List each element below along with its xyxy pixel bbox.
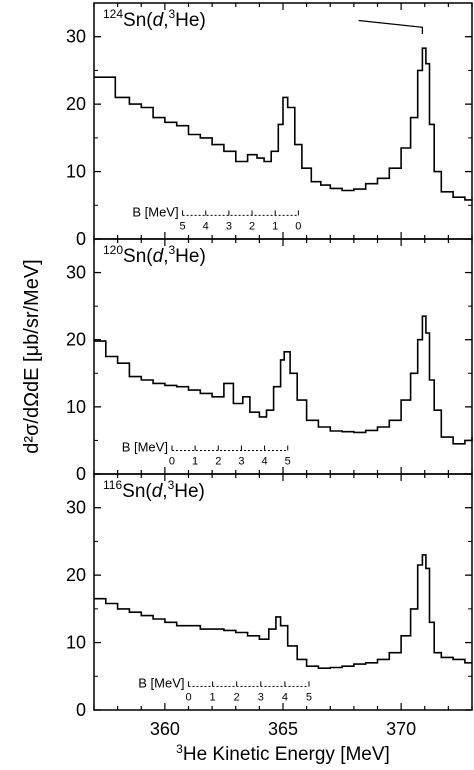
label-target: Sn( [123,246,153,267]
binding-energy-scale: 0 1 2 3 4 5 B [MeV] [122,440,291,468]
label-separator: , [163,10,168,31]
panel-label: 116Sn(d,3He) [103,478,205,502]
y-axis-label: d²σ/dΩdE [μb/sr/MeV] [21,259,43,453]
scale-tick-label: 1 [210,691,216,703]
y-tick-label: 20 [66,330,86,350]
spectrum-histogram [94,47,473,201]
scale-tick-label: 3 [258,691,264,703]
binding-energy-scale: 0 1 2 3 4 5 B [MeV] [138,675,312,703]
label-projectile: d [153,10,165,31]
y-tick-label: 10 [66,162,86,182]
y-tick-label: 10 [66,397,86,417]
scale-tick-label: 4 [203,220,209,232]
y-tick-label: 0 [76,229,86,249]
y-tick-label: 20 [66,565,86,585]
scale-tick-label: 4 [262,456,268,468]
scale-label: B [MeV] [138,675,184,690]
label-mass-number: 116 [103,478,122,492]
label-ejectile: He) [175,246,206,267]
x-axis-label: 3He Kinetic Energy [MeV] [176,742,390,765]
x-tick-label: 360 [150,719,180,739]
peak-bracket [358,19,424,35]
scale-label: B [MeV] [122,440,168,455]
x-label-text: He Kinetic Energy [MeV] [183,744,390,765]
label-ejectile: He) [174,481,205,502]
label-mass-number: 120 [103,243,123,257]
panel-label: 124Sn(d,3He) [103,7,206,31]
scale-tick-label: 3 [226,220,232,232]
label-projectile: d [152,481,164,502]
label-separator: , [162,481,167,502]
scale-tick-label: 1 [272,220,278,232]
scale-tick-label: 5 [285,456,291,468]
label-mass-number: 124 [103,7,123,21]
scale-label: B [MeV] [132,204,178,219]
y-tick-label: 30 [66,498,86,518]
binding-energy-scale: 0 1 2 3 4 5B [MeV] [132,204,301,232]
x-label-sup: 3 [176,742,183,756]
label-ejectile-mass: 3 [168,478,175,492]
scale-tick-label: 0 [295,220,301,232]
scale-tick-label: 2 [249,220,255,232]
x-tick-label: 370 [386,719,416,739]
scale-tick-label: 2 [215,456,221,468]
y-tick-label: 10 [66,633,86,653]
y-tick-label: 0 [76,464,86,484]
label-target: Sn( [122,481,152,502]
y-tick-label: 0 [76,700,86,720]
y-tick-label: 20 [66,94,86,114]
scale-tick-label: 3 [238,456,244,468]
spectrum-histogram [94,554,472,669]
label-ejectile: He) [175,10,206,31]
spectrum-histogram [94,315,473,445]
label-ejectile-mass: 3 [168,7,175,21]
panel-label: 120Sn(d,3He) [103,243,206,267]
scale-tick-label: 1 [192,456,198,468]
scale-tick-label: 2 [234,691,240,703]
label-ejectile-mass: 3 [168,243,175,257]
scale-tick-label: 0 [185,691,191,703]
label-projectile: d [153,246,165,267]
scale-tick-label: 0 [169,456,175,468]
y-tick-label: 30 [66,263,86,283]
x-tick-label: 365 [268,719,298,739]
y-tick-label: 30 [66,27,86,47]
label-target: Sn( [123,10,153,31]
scale-tick-label: 4 [282,691,288,703]
scale-tick-label: 5 [180,220,186,232]
scale-tick-label: 5 [306,691,312,703]
label-separator: , [163,246,168,267]
